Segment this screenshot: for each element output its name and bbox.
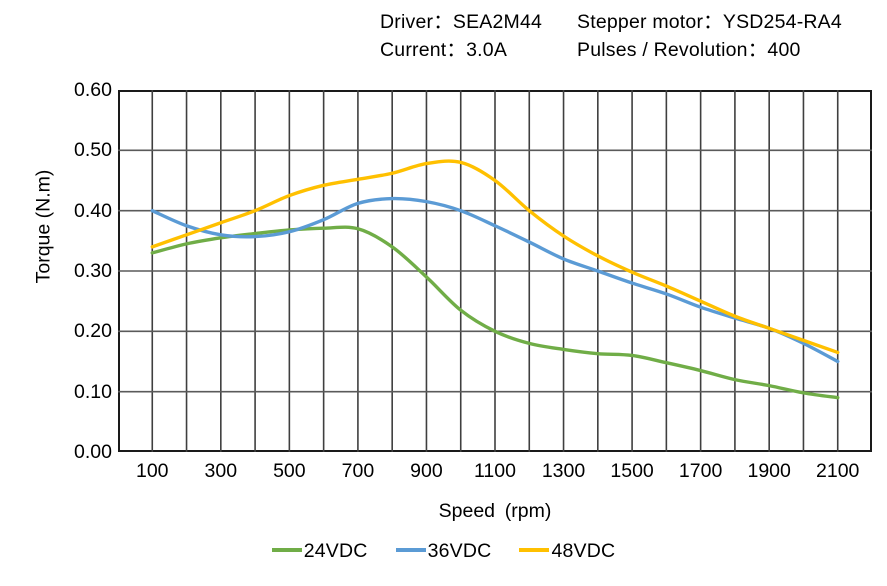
y-axis-tick-label: 0.50 (74, 139, 112, 162)
current-spec: Current：3.0A (380, 39, 508, 61)
chart-legend: 24VDC 36VDC 48VDC (0, 540, 887, 563)
driver-spec: Driver：SEA2M44 (380, 11, 543, 33)
legend-color-swatch (395, 548, 426, 552)
legend-color-swatch (519, 548, 550, 552)
x-axis-tick-label: 2100 (816, 460, 860, 482)
x-axis-tick-label: 1900 (747, 460, 791, 482)
y-axis-tick-label: 0.40 (74, 199, 112, 222)
x-axis-tick-label: 900 (410, 460, 443, 482)
x-axis-tick-label: 1500 (610, 460, 654, 482)
legend-label: 36VDC (427, 540, 492, 562)
plot-canvas (118, 90, 872, 452)
legend-item-36vdc[interactable]: 36VDC (395, 540, 492, 563)
x-axis-tick-label: 1300 (541, 460, 586, 482)
x-axis-title: Speed (rpm) (438, 500, 552, 522)
legend-label: 24VDC (303, 540, 368, 562)
stepper-motor-spec: Stepper motor：YSD254-RA4 (577, 11, 842, 33)
y-axis-tick-label: 0.10 (74, 380, 112, 403)
y-axis-tick-label: 0.00 (74, 441, 112, 463)
y-axis-tick-label: 0.60 (74, 79, 112, 101)
spec-row-1: Driver：SEA2M44 Stepper motor：YSD254-RA4 (380, 8, 880, 36)
pulses-per-revolution-spec: Pulses / Revolution：400 (577, 39, 801, 61)
legend-color-swatch (271, 548, 302, 552)
x-axis-tick-label: 100 (135, 460, 169, 482)
spec-block: Driver：SEA2M44 Stepper motor：YSD254-RA4 C… (380, 8, 880, 64)
series-line-36vdc (150, 196, 840, 364)
x-axis-tick-label: 1700 (678, 460, 723, 482)
legend-label: 48VDC (551, 540, 616, 562)
x-axis-tick-label: 1100 (474, 460, 516, 482)
data-series-group (150, 159, 840, 400)
series-line-48vdc (150, 159, 840, 355)
y-axis-tick-label: 0.30 (74, 260, 112, 282)
x-axis-tick-label: 700 (341, 460, 375, 482)
x-axis-tick-label: 300 (204, 460, 238, 482)
x-axis-tick-label: 500 (273, 460, 306, 482)
spec-row-2: Current：3.0A Pulses / Revolution：400 (380, 36, 880, 64)
y-axis-tick-label: 0.20 (74, 320, 112, 343)
legend-item-24vdc[interactable]: 24VDC (271, 540, 368, 563)
x-axis-tick-labels: 100 300 500 700 900 1100 1300 1500 1700 1900 2100 (118, 458, 872, 486)
legend-item-48vdc[interactable]: 48VDC (519, 540, 615, 563)
series-line-24vdc (150, 225, 840, 400)
y-axis-tick-labels: 0.60 0.50 0.40 0.30 0.20 0.10 0.00 (46, 79, 112, 463)
